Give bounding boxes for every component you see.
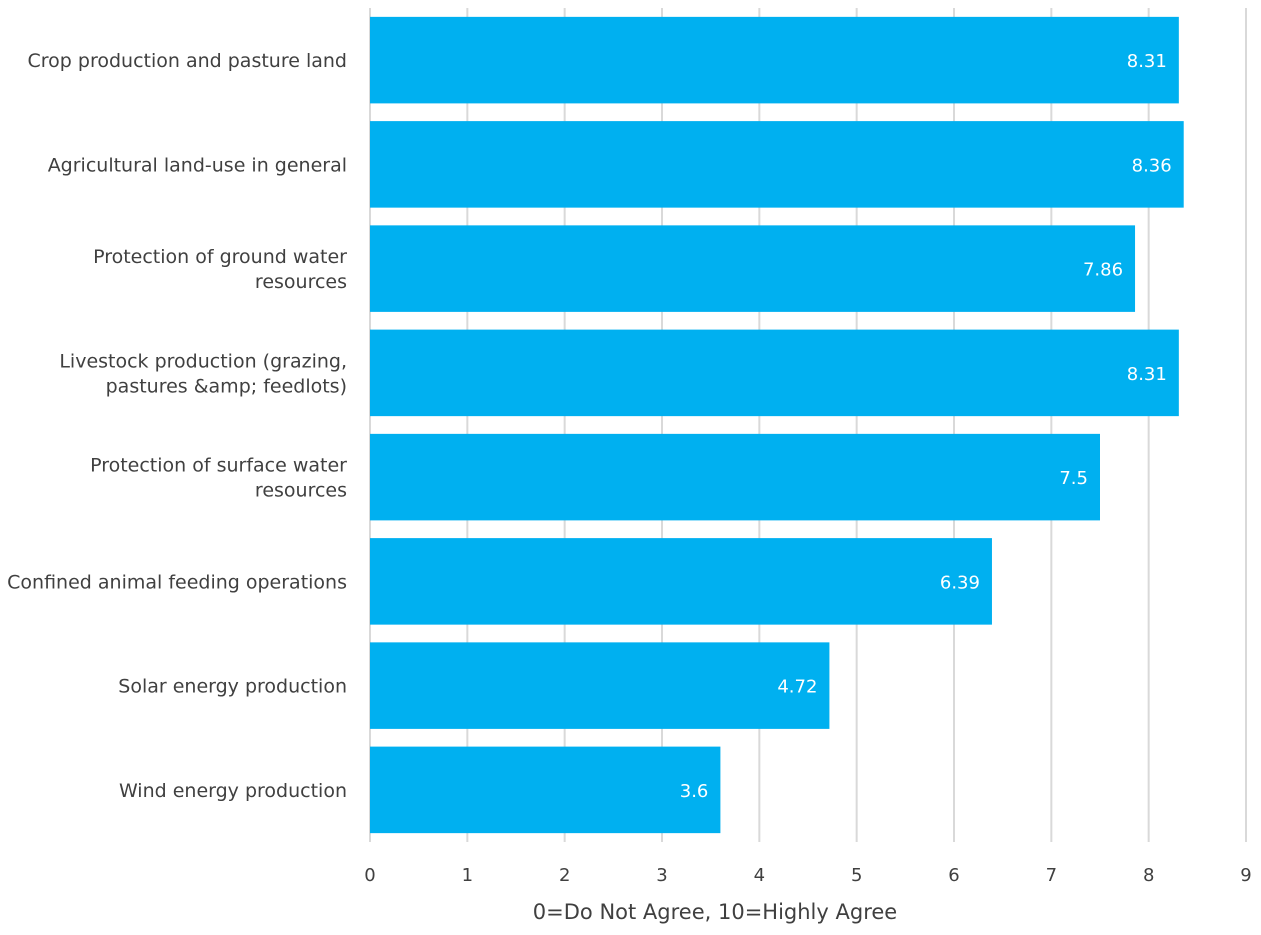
bar-value-label: 7.86 [1083,260,1123,281]
x-tick-label: 1 [462,865,473,886]
category-label: Confined animal feeding operations [7,571,347,593]
x-tick-label: 9 [1240,865,1251,886]
category-label-line: resources [255,480,347,502]
category-label-line: pastures &amp; feedlots) [106,375,347,397]
category-label-line: Livestock production (grazing, [59,350,347,372]
bar-value-label: 7.5 [1059,468,1088,489]
category-label: Solar energy production [118,676,347,698]
category-labels: Crop production and pasture land Agricult… [7,50,347,802]
bar-value-label: 4.72 [777,677,817,698]
x-tick-label: 8 [1143,865,1154,886]
bar-value-label: 8.31 [1127,364,1167,385]
x-tick-label: 2 [559,865,570,886]
x-tick-label: 4 [754,865,765,886]
category-label-line: Wind energy production [119,780,347,802]
bar-value-label: 6.39 [940,572,980,593]
category-label-line: resources [255,271,347,293]
category-label: Crop production and pasture land [28,50,347,72]
category-label-line: Solar energy production [118,676,347,698]
category-label-line: Protection of ground water [93,246,347,268]
category-label: Agricultural land-use in general [48,154,347,176]
x-tick-labels: 0 1 2 3 4 5 6 7 8 9 [364,865,1251,886]
bar-value-label: 3.6 [680,781,709,802]
x-tick-label: 0 [364,865,375,886]
bar [370,746,721,834]
category-label: Protection of ground water resources [93,246,347,293]
x-tick-label: 7 [1046,865,1057,886]
bars: 8.31 8.36 7.86 8.31 7.5 6.39 4.72 3.6 [370,16,1184,834]
x-axis-title: 0=Do Not Agree, 10=Highly Agree [533,900,897,924]
bar-value-label: 8.36 [1132,155,1172,176]
bar [370,121,1184,208]
bar [370,329,1179,417]
category-label: Wind energy production [119,780,347,802]
category-label: Livestock production (grazing, pastures &… [59,350,347,397]
bar [370,433,1100,521]
category-label: Protection of surface water resources [90,455,347,502]
x-tick-label: 3 [656,865,667,886]
bar [370,225,1136,312]
category-label-line: Agricultural land-use in general [48,154,347,176]
category-label-line: Confined animal feeding operations [7,571,347,593]
x-tick-label: 6 [948,865,959,886]
bar-value-label: 8.31 [1127,51,1167,72]
category-label-line: Crop production and pasture land [28,50,347,72]
bar [370,642,830,729]
bar [370,538,992,625]
bar [370,16,1179,104]
x-tick-label: 5 [851,865,862,886]
category-label-line: Protection of surface water [90,455,347,477]
